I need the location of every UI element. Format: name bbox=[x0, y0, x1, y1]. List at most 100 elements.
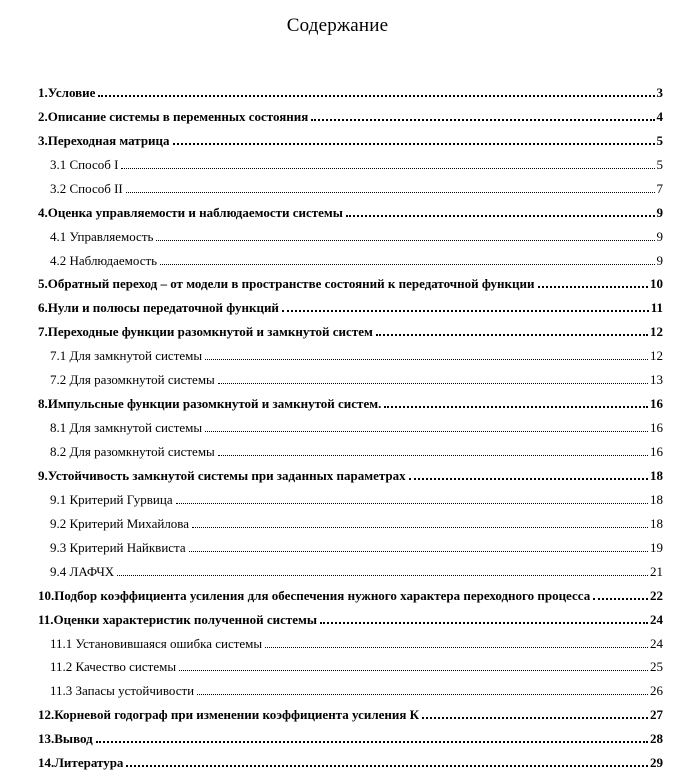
toc-entry-label: 7.2 Для разомкнутой системы bbox=[50, 372, 215, 388]
toc-entry-label: 11.3 Запасы устойчивости bbox=[50, 683, 195, 699]
toc-entry[interactable]: 11.3 Запасы устойчивости 26 bbox=[38, 678, 663, 702]
toc-leader-dots bbox=[537, 286, 648, 289]
toc-entry[interactable]: 12.Корневой годограф при изменении коэфф… bbox=[38, 702, 663, 726]
toc-leader-dots bbox=[160, 263, 655, 265]
toc-entry-label: 9.Устойчивость замкнутой системы при зад… bbox=[38, 467, 406, 483]
toc-entry-page: 4 bbox=[656, 108, 664, 124]
toc-leader-dots bbox=[197, 694, 648, 696]
toc-entry-label: 3.Переходная матрица bbox=[38, 132, 170, 148]
toc-leader-dots bbox=[205, 431, 648, 433]
toc-entry[interactable]: 13.Вывод 28 bbox=[38, 726, 663, 750]
toc-entry-label: 9.4 ЛАФЧХ bbox=[50, 563, 115, 579]
toc-entry-page: 18 bbox=[650, 515, 663, 531]
toc-entry-label: 5.Обратный переход – от модели в простра… bbox=[38, 276, 535, 292]
toc-entry-label: 2.Описание системы в переменных состояни… bbox=[38, 108, 309, 124]
toc-entry-label: 9.3 Критерий Найквиста bbox=[50, 539, 186, 555]
toc-leader-dots bbox=[117, 574, 648, 576]
toc-entry-page: 19 bbox=[650, 539, 663, 555]
toc-entry[interactable]: 8.2 Для разомкнутой системы 16 bbox=[38, 439, 663, 463]
toc-entry[interactable]: 1.Условие 3 bbox=[38, 80, 663, 104]
toc-entry-label: 13.Вывод bbox=[38, 731, 93, 747]
toc-entry[interactable]: 7.1 Для замкнутой системы 12 bbox=[38, 343, 663, 367]
toc-entry-label: 6.Нули и полюсы передаточной функций bbox=[38, 300, 279, 316]
toc-entry-page: 5 bbox=[656, 156, 664, 172]
toc-entry[interactable]: 9.3 Критерий Найквиста 19 bbox=[38, 535, 663, 559]
toc-entry[interactable]: 9.2 Критерий Михайлова 18 bbox=[38, 511, 663, 535]
toc-leader-dots bbox=[384, 406, 648, 409]
toc-entry[interactable]: 10.Подбор коэффициента усиления для обес… bbox=[38, 583, 663, 607]
toc-leader-dots bbox=[217, 383, 648, 385]
toc-entry-label: 8.2 Для разомкнутой системы bbox=[50, 444, 215, 459]
toc-entry[interactable]: 11.Оценки характеристик полученной систе… bbox=[38, 607, 663, 631]
toc-entry[interactable]: 9.1 Критерий Гурвица 18 bbox=[38, 487, 663, 511]
toc-entry[interactable]: 3.1 Способ I 5 bbox=[38, 152, 663, 176]
toc-entry-page: 7 bbox=[656, 180, 664, 196]
toc-entry-label: 10.Подбор коэффициента усиления для обес… bbox=[38, 587, 591, 603]
toc-entry-label: 7.1 Для замкнутой системы bbox=[50, 348, 203, 364]
toc-entry-page: 27 bbox=[650, 707, 663, 723]
toc-entry[interactable]: 9.4 ЛАФЧХ 21 bbox=[38, 559, 663, 583]
toc-entry-page: 18 bbox=[650, 467, 663, 483]
toc-entry-label: 4.Оценка управляемости и наблюдаемости с… bbox=[38, 204, 343, 220]
toc-entry-label: 3.2 Способ II bbox=[50, 180, 123, 196]
toc-entry[interactable]: 11.1 Установившаяся ошибка системы 24 bbox=[38, 631, 663, 655]
toc-entry-label: 14.Литература bbox=[38, 755, 124, 771]
toc-leader-dots bbox=[125, 191, 655, 193]
toc-leader-dots bbox=[311, 118, 655, 121]
toc-entry-label: 7.Переходные функции разомкнутой и замкн… bbox=[38, 324, 373, 340]
toc-leader-dots bbox=[205, 359, 648, 361]
toc-entry-label: 8.Импульсные функции разомкнутой и замкн… bbox=[38, 396, 382, 412]
toc-entry-page: 9 bbox=[656, 204, 664, 220]
toc-entry[interactable]: 9.Устойчивость замкнутой системы при зад… bbox=[38, 463, 663, 487]
toc-leader-dots bbox=[217, 455, 648, 456]
toc-entry-page: 26 bbox=[650, 683, 663, 699]
toc-entry-page: 16 bbox=[650, 420, 663, 436]
toc-entry[interactable]: 14.Литература 29 bbox=[38, 750, 663, 774]
toc-entry-page: 5 bbox=[656, 132, 664, 148]
toc-leader-dots bbox=[172, 142, 655, 145]
toc-entry-page: 10 bbox=[650, 276, 663, 292]
toc-leader-dots bbox=[192, 526, 648, 528]
toc-leader-dots bbox=[593, 597, 648, 600]
toc-leader-dots bbox=[422, 717, 648, 720]
toc-leader-dots bbox=[175, 502, 648, 504]
toc-entry-label: 3.1 Способ I bbox=[50, 156, 119, 172]
toc-entry-label: 4.1 Управляемость bbox=[50, 228, 154, 244]
toc-entry[interactable]: 3.2 Способ II 7 bbox=[38, 176, 663, 200]
toc-entry-label: 8.1 Для замкнутой системы bbox=[50, 420, 203, 436]
toc-entry-label: 12.Корневой годограф при изменении коэфф… bbox=[38, 707, 420, 723]
toc-entry[interactable]: 4.Оценка управляемости и наблюдаемости с… bbox=[38, 200, 663, 224]
toc-entry-page: 25 bbox=[650, 659, 663, 675]
toc-entry[interactable]: 6.Нули и полюсы передаточной функций 11 bbox=[38, 295, 663, 319]
toc-entry[interactable]: 11.2 Качество системы 25 bbox=[38, 655, 663, 679]
toc-leader-dots bbox=[156, 239, 655, 241]
toc-leader-dots bbox=[95, 741, 648, 744]
toc-leader-dots bbox=[126, 765, 648, 768]
toc-leader-dots bbox=[188, 550, 648, 552]
toc-entry-label: 11.2 Качество системы bbox=[50, 659, 177, 675]
toc-entry[interactable]: 4.1 Управляемость 9 bbox=[38, 224, 663, 248]
toc-entry[interactable]: 8.1 Для замкнутой системы 16 bbox=[38, 415, 663, 439]
toc-entry[interactable]: 7.2 Для разомкнутой системы 13 bbox=[38, 367, 663, 391]
toc-entry[interactable]: 7.Переходные функции разомкнутой и замкн… bbox=[38, 319, 663, 343]
toc-leader-dots bbox=[121, 167, 655, 169]
toc-entry[interactable]: 4.2 Наблюдаемость 9 bbox=[38, 248, 663, 272]
toc-entry[interactable]: 2.Описание системы в переменных состояни… bbox=[38, 104, 663, 128]
toc-entry-page: 16 bbox=[650, 444, 663, 459]
toc-entry-page: 9 bbox=[656, 228, 664, 244]
toc-leader-dots bbox=[281, 310, 649, 313]
toc-entry-label: 9.1 Критерий Гурвица bbox=[50, 491, 173, 507]
toc-entry-page: 24 bbox=[650, 611, 663, 627]
toc-entry[interactable]: 8.Импульсные функции разомкнутой и замкн… bbox=[38, 391, 663, 415]
toc-entry-page: 24 bbox=[650, 635, 663, 651]
toc-entry-page: 13 bbox=[650, 372, 663, 388]
toc-entry[interactable]: 3.Переходная матрица 5 bbox=[38, 128, 663, 152]
toc-entry-page: 11 bbox=[650, 300, 663, 316]
toc-entry-page: 22 bbox=[650, 587, 663, 603]
toc-entry[interactable]: 5.Обратный переход – от модели в простра… bbox=[38, 272, 663, 296]
toc-entry-page: 29 bbox=[650, 755, 663, 771]
toc-entry-page: 12 bbox=[650, 348, 663, 364]
toc-leader-dots bbox=[265, 646, 648, 648]
toc-leader-dots bbox=[179, 670, 648, 672]
